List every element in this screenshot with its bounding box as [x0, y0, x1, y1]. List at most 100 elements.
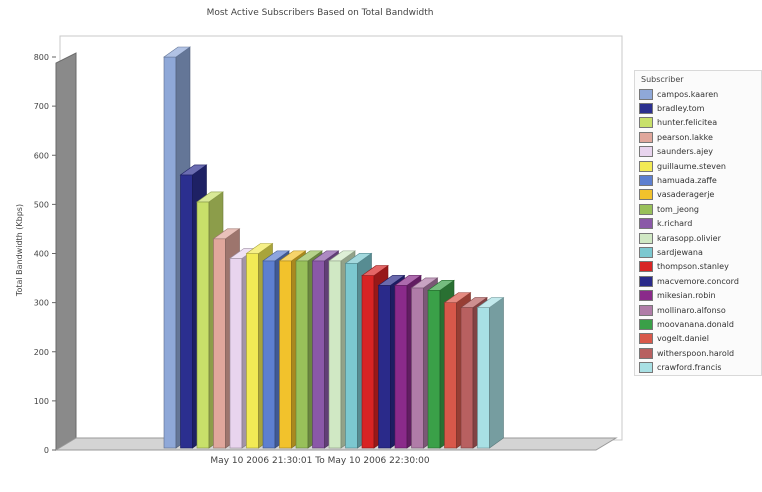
legend-label: k.richard	[657, 219, 693, 229]
bar-front	[394, 285, 408, 449]
bar-top	[179, 164, 208, 176]
legend-label: vasaderagerje	[657, 190, 715, 200]
legend-swatch	[639, 103, 653, 115]
y-tick-label: 0	[44, 446, 49, 455]
bar-front	[312, 260, 325, 449]
bar-top	[262, 250, 290, 262]
legend-swatch	[639, 304, 653, 316]
legend-item: vogelt.daniel	[635, 332, 761, 346]
bar	[476, 296, 505, 449]
legend-label: crawford.francis	[657, 363, 722, 373]
bar-top	[427, 280, 455, 291]
legend-swatch	[639, 146, 653, 158]
bar-front	[295, 260, 309, 449]
legend-label: sardjewana	[657, 247, 703, 257]
legend-label: witherspoon.harold	[657, 348, 735, 358]
y-axis: 0 100 200 300 400 500 600 700 800	[34, 53, 56, 455]
y-tick-label: 800	[34, 53, 49, 62]
legend-item: k.richard	[635, 217, 761, 231]
legend-swatch	[639, 218, 653, 230]
bar-front	[262, 260, 276, 449]
bar-top	[295, 250, 323, 262]
legend-swatch	[639, 246, 653, 258]
legend-label: macvemore.concord	[657, 276, 739, 286]
bar-front	[246, 253, 259, 449]
bar-top	[311, 250, 340, 262]
legend-label: hunter.felicitea	[657, 118, 718, 128]
y-tick-label: 700	[34, 102, 49, 111]
bar-top	[410, 277, 439, 289]
y-tick-label: 100	[34, 397, 49, 406]
y-axis-label: Total Bandwidth (Kbps)	[15, 204, 24, 297]
legend-item: hunter.felicitea	[635, 116, 761, 130]
legend-item: hamuada.zaffe	[635, 173, 761, 187]
legend-item: moovanana.donald	[635, 317, 761, 331]
chart-subtitle: May 10 2006 21:30:01 To May 10 2006 22:3…	[210, 456, 430, 466]
legend-item: tom_jeong	[635, 202, 761, 216]
bar-front	[345, 263, 358, 449]
legend-item: mollinaro.alfonso	[635, 303, 761, 317]
y-tick-label: 500	[34, 200, 49, 209]
y-tick-label: 200	[34, 348, 49, 357]
legend-swatch	[639, 203, 653, 215]
legend-label: saunders.ajey	[657, 147, 713, 157]
bar-top	[212, 228, 241, 240]
legend-item: macvemore.concord	[635, 274, 761, 288]
y-tick-label: 600	[34, 151, 49, 160]
chart-title: Most Active Subscribers Based on Total B…	[206, 8, 434, 18]
bar-front	[460, 307, 474, 449]
bar-top	[476, 297, 505, 308]
legend-item: bradley.tom	[635, 101, 761, 115]
bar-front	[361, 275, 375, 449]
legend-swatch	[639, 318, 653, 330]
bar-top	[278, 250, 307, 262]
bar-side	[489, 296, 504, 449]
legend-swatch	[639, 131, 653, 143]
legend-label: campos.kaaren	[657, 89, 719, 99]
bar-front	[328, 260, 342, 449]
bar-top	[344, 253, 373, 264]
legend-swatch	[639, 232, 653, 244]
y-tick-label: 400	[34, 250, 49, 259]
bar-top	[361, 265, 389, 276]
legend-items: campos.kaaren bradley.tom hunter.felicitea…	[635, 87, 761, 375]
bar-front	[444, 302, 457, 449]
legend-swatch	[639, 347, 653, 359]
legend-item: thompson.stanley	[635, 260, 761, 274]
legend: Subscriber campos.kaaren bradley.tom hunte…	[634, 70, 762, 376]
bar-front	[196, 201, 210, 449]
bar-top	[163, 46, 191, 58]
bar-top	[245, 243, 274, 254]
legend-swatch	[639, 117, 653, 129]
bar-front	[163, 56, 177, 449]
y-tick-label: 300	[34, 299, 49, 308]
legend-swatch	[639, 88, 653, 100]
legend-item: saunders.ajey	[635, 145, 761, 159]
legend-swatch	[639, 261, 653, 273]
legend-swatch	[639, 290, 653, 302]
legend-label: karasopp.olivier	[657, 233, 721, 243]
legend-title: Subscriber	[641, 75, 684, 84]
bar-front	[477, 307, 490, 449]
legend-swatch	[639, 175, 653, 187]
legend-label: moovanana.donald	[657, 319, 734, 329]
bar-front	[180, 174, 193, 449]
bar-top	[460, 297, 488, 308]
bar-top	[196, 191, 224, 203]
legend-swatch	[639, 160, 653, 172]
bar-top	[377, 275, 406, 286]
bar-top	[443, 292, 472, 303]
bar-front	[427, 290, 441, 449]
bars	[163, 46, 505, 449]
bar-front	[229, 258, 243, 449]
legend-label: bradley.tom	[657, 104, 705, 114]
bar-top	[394, 275, 422, 286]
legend-swatch	[639, 189, 653, 201]
legend-swatch	[639, 333, 653, 345]
legend-item: pearson.lakke	[635, 130, 761, 144]
legend-label: mikesian.robin	[657, 291, 716, 301]
legend-label: guillaume.steven	[657, 161, 726, 171]
bar-front	[411, 287, 424, 449]
plot-left-wall	[55, 52, 77, 451]
